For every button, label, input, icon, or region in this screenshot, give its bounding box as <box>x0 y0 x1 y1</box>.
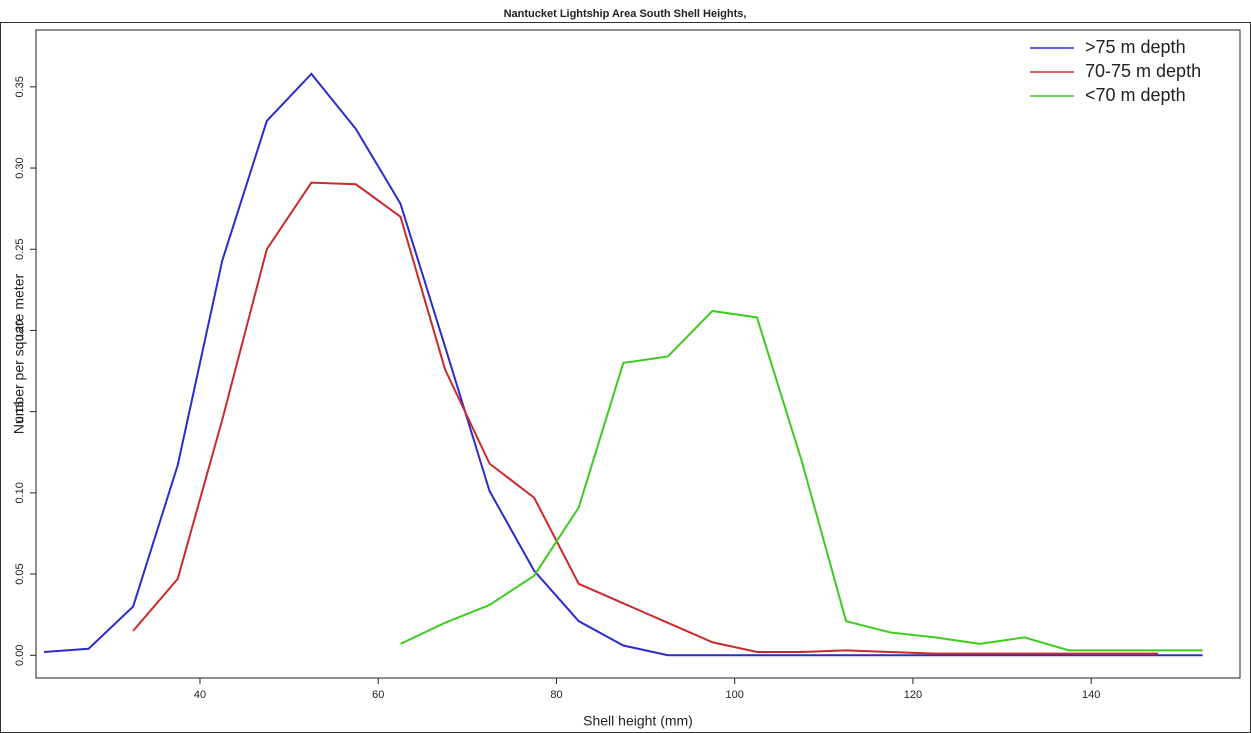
legend-label: >75 m depth <box>1085 37 1186 57</box>
y-tick-label: 0.15 <box>14 401 26 422</box>
y-tick-label: 0.10 <box>14 482 26 503</box>
y-tick-label: 0.25 <box>14 239 26 260</box>
x-tick-label: 40 <box>194 689 206 701</box>
data-line <box>43 72 1203 657</box>
x-tick-label: 140 <box>1082 689 1100 701</box>
chart-title: Nantucket Lightship Area South Shell Hei… <box>504 8 747 20</box>
legend-label: 70-75 m depth <box>1085 61 1201 81</box>
plot-frame <box>35 29 1241 679</box>
data-line <box>400 309 1203 652</box>
x-tick-label: 60 <box>372 689 384 701</box>
y-tick-label: 0.00 <box>14 645 26 666</box>
x-tick-label: 120 <box>904 689 922 701</box>
figure-border <box>0 22 1251 733</box>
y-tick-label: 0.30 <box>14 157 26 178</box>
y-axis-label: Number per square meter <box>11 274 27 435</box>
x-tick-label: 100 <box>726 689 744 701</box>
x-axis-label: Shell height (mm) <box>583 713 693 729</box>
y-tick-label: 0.35 <box>14 76 26 97</box>
y-tick-label: 0.05 <box>14 563 26 584</box>
legend-label: <70 m depth <box>1085 85 1186 105</box>
data-line <box>132 181 1159 655</box>
x-tick-label: 80 <box>550 689 562 701</box>
y-tick-label: 0.20 <box>14 320 26 341</box>
